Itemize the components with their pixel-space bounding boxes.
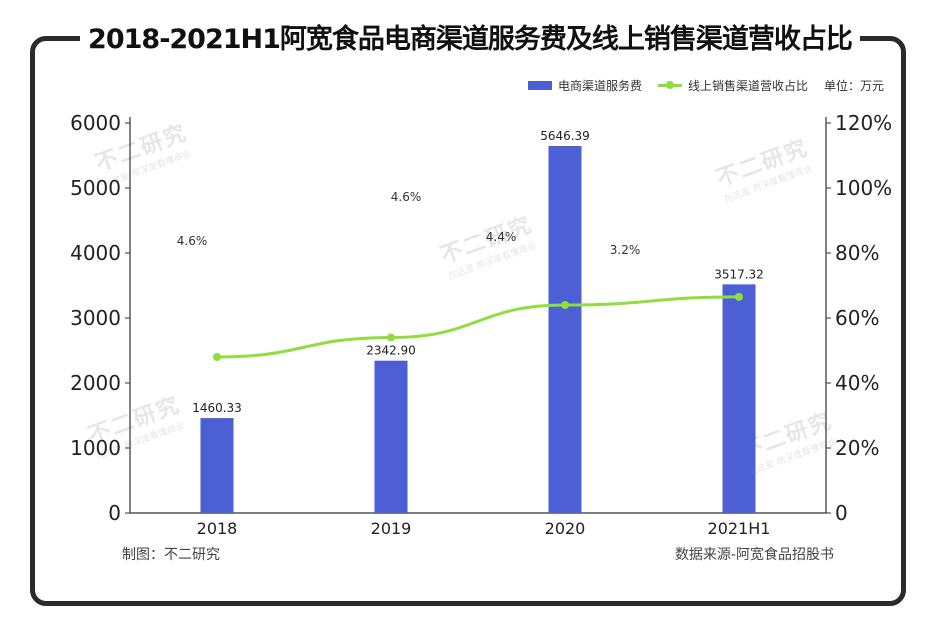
x-tick-label: 2018 xyxy=(197,519,238,538)
y-left-tick-label: 6000 xyxy=(70,111,121,135)
footer-source: 数据来源-阿宽食品招股书 xyxy=(674,547,834,563)
y-left-tick-label: 5000 xyxy=(70,176,121,200)
y-left-tick-label: 1000 xyxy=(70,436,121,460)
line-point xyxy=(735,292,743,301)
footer-credit: 制图：不二研究 xyxy=(122,547,220,563)
x-tick-label: 2020 xyxy=(545,519,586,538)
y-left-tick-label: 3000 xyxy=(70,306,121,330)
y-right-tick-label: 100% xyxy=(835,176,892,200)
y-left-tick-label: 0 xyxy=(108,501,121,525)
legend-line-swatch xyxy=(657,80,682,89)
y-right-tick-label: 20% xyxy=(835,436,879,460)
y-right-tick-label: 80% xyxy=(835,241,879,265)
bar-data-label: 3517.32 xyxy=(714,267,764,281)
line-point xyxy=(213,353,221,361)
annotation-label: 3.2% xyxy=(610,243,641,257)
unit-label: 单位：万元 xyxy=(823,78,884,93)
y-right-tick-label: 120% xyxy=(835,111,892,135)
y-right-tick-label: 0 xyxy=(835,501,848,525)
bar-data-label: 5646.39 xyxy=(540,129,590,143)
legend-bar-swatch xyxy=(527,80,552,90)
bar xyxy=(722,284,756,513)
x-tick-label: 2021H1 xyxy=(708,519,771,538)
legend-line-label: 线上销售渠道营收占比 xyxy=(687,78,808,93)
bar xyxy=(548,145,582,513)
y-left-tick-label: 2000 xyxy=(70,371,121,395)
bar-data-label: 2342.90 xyxy=(366,344,416,358)
line-series xyxy=(216,295,740,359)
bar-data-label: 1460.33 xyxy=(192,401,242,415)
title-wrap: 2018-2021H1阿宽食品电商渠道服务费及线上销售渠道营收占比 xyxy=(0,20,940,60)
annotation-label: 4.6% xyxy=(177,234,208,248)
annotation-label: 4.4% xyxy=(486,230,517,244)
legend: 电商渠道服务费 线上销售渠道营收占比 单位：万元 xyxy=(527,76,884,94)
chart-title: 2018-2021H1阿宽食品电商渠道服务费及线上销售渠道营收占比 xyxy=(80,20,860,60)
y-right-tick-label: 60% xyxy=(835,306,879,330)
y-left-tick-label: 4000 xyxy=(70,241,121,265)
bar xyxy=(200,418,234,513)
annotation-label: 4.6% xyxy=(391,190,422,204)
x-tick-label: 2019 xyxy=(371,519,412,538)
legend-bar-label: 电商渠道服务费 xyxy=(557,78,642,93)
y-right-tick-label: 40% xyxy=(835,371,879,395)
line-point xyxy=(561,301,569,309)
bar xyxy=(374,360,408,513)
line-point xyxy=(387,333,395,342)
